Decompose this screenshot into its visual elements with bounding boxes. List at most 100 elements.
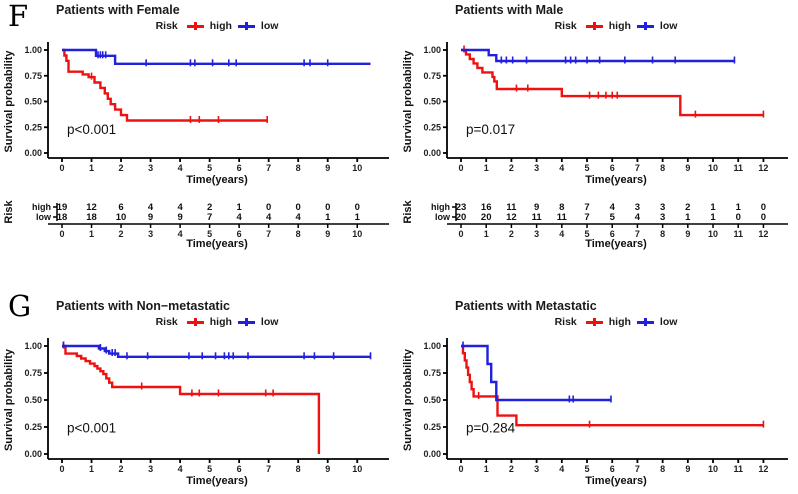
x-tick-label: 0 [59,464,64,474]
x-tick-label: 4 [559,464,564,474]
risk-count: 12 [506,212,517,223]
p-value-label: p<0.001 [67,122,116,137]
panel-title-male: Patients with Male [455,3,564,17]
risk-x-tick-label: 9 [325,229,330,239]
x-axis-title: Time(years) [585,174,647,186]
x-tick-label: 7 [635,464,640,474]
x-tick-label: 6 [237,163,242,173]
panel-title-female: Patients with Female [56,3,180,17]
risk-count: 4 [236,212,242,223]
x-axis-title: Time(years) [186,174,248,186]
y-axis [44,338,49,459]
legend-label-high: high [608,20,631,32]
risk-x-axis-title: Time(years) [186,238,248,250]
risk-count: 9 [177,212,182,223]
x-axis-title: Time(years) [186,475,248,487]
x-axis [48,157,389,162]
y-axis-title: Survival probability [402,348,414,451]
risk-x-tick-label: 6 [237,229,242,239]
risk-count: 0 [761,202,766,213]
km-plot-metastatic: 0.000.250.500.751.000 1 2 3 4 5 6 7 8 9 10 11 12Time… [402,338,788,487]
legend-title: Risk [155,316,178,328]
risk-legend: Risk high low [461,316,771,328]
x-tick-label: 8 [660,464,665,474]
legend-key-low-icon [237,21,255,31]
risk-x-tick-label: 5 [207,229,212,239]
risk-count: 10 [116,212,127,223]
risk-axis [48,203,389,228]
x-tick-label: 6 [237,464,242,474]
risk-row-label-high: high [32,202,51,212]
x-tick-label: 11 [733,464,743,474]
x-axis-title: Time(years) [585,475,647,487]
y-tick-label: 0.25 [24,122,42,132]
risk-x-tick-label: 1 [484,229,489,239]
y-tick-label: 0.25 [24,422,42,432]
y-tick-label: 1.00 [24,341,42,351]
x-tick-label: 10 [352,163,362,173]
risk-row-label-low: low [435,212,451,222]
y-tick-label: 1.00 [423,341,441,351]
x-tick-label: 2 [509,163,514,173]
survival-curve-high [62,344,321,454]
risk-count: 16 [481,202,492,213]
risk-axis [447,203,788,228]
x-tick-label: 1 [484,163,489,173]
risk-count: 20 [481,212,492,223]
x-tick-label: 12 [758,163,768,173]
legend-label-high: high [209,20,232,32]
legend-label-high: high [608,316,631,328]
y-tick-label: 0.50 [423,97,441,107]
x-tick-label: 10 [708,163,718,173]
risk-count: 7 [584,202,589,213]
x-tick-label: 3 [148,163,153,173]
figure-row-g: G Patients with Non−metastatic Risk high… [0,250,798,494]
legend-key-high-icon [585,317,603,327]
risk-count: 3 [635,202,640,213]
p-value-label: p=0.284 [466,420,516,435]
x-tick-label: 0 [458,464,463,474]
x-tick-label: 9 [325,163,330,173]
risk-count: 9 [148,212,153,223]
x-tick-label: 4 [178,163,183,173]
x-axis [447,157,788,162]
risk-count: 1 [236,202,242,213]
figure-row-f: F Patients with Female Risk high low 0.0… [3,0,798,250]
y-axis-title: Survival probability [3,348,15,451]
risk-x-tick-label: 9 [685,229,690,239]
x-tick-label: 9 [325,464,330,474]
risk-x-tick-label: 3 [534,229,539,239]
legend-title: Risk [554,20,577,32]
risk-count: 20 [456,212,467,223]
y-tick-label: 0.75 [24,71,42,81]
risk-count: 11 [532,212,543,223]
risk-count: 5 [610,212,616,223]
x-tick-label: 5 [207,163,212,173]
risk-legend: Risk high low [62,20,372,32]
legend-key-low-icon [636,317,654,327]
x-tick-label: 12 [758,464,768,474]
x-tick-label: 2 [119,163,124,173]
x-tick-label: 10 [352,464,362,474]
risk-x-tick-label: 2 [119,229,124,239]
censor-ticks-high [463,45,765,118]
x-tick-label: 0 [458,163,463,173]
risk-count: 7 [584,212,589,223]
risk-x-tick-label: 0 [59,229,64,239]
km-panel-male: Patients with Male Risk high low 0.00 0.2… [399,0,798,250]
legend-label-high: high [209,316,232,328]
risk-count: 8 [559,202,564,213]
x-axis [48,458,389,463]
risk-count: 0 [325,202,330,213]
risk-x-tick-label: 2 [509,229,514,239]
risk-legend: Risk high low [461,20,771,32]
x-tick-label: 7 [266,464,271,474]
risk-count: 0 [761,212,766,223]
risk-x-tick-label: 4 [559,229,564,239]
legend-key-high-icon [186,317,204,327]
risk-count: 6 [118,202,123,213]
risk-row-label-high: high [431,202,450,212]
